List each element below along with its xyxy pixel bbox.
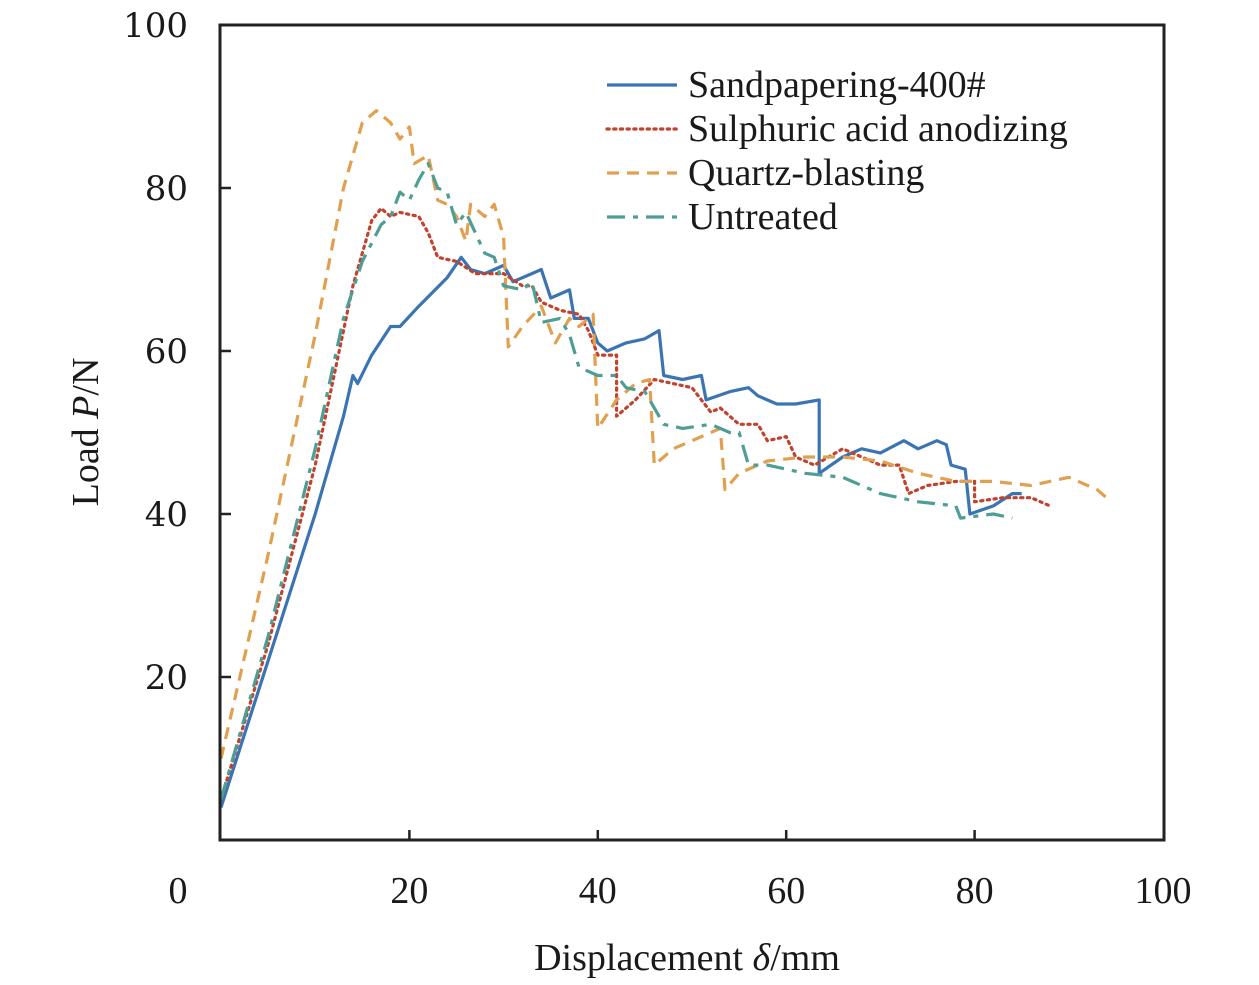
y-tick-label: 40 — [145, 495, 188, 535]
legend-label: Sulphuric acid anodizing — [688, 108, 1068, 150]
legend-item: Untreated — [607, 196, 838, 238]
legend-label: Untreated — [688, 196, 838, 238]
x-tick-label: 0 — [169, 870, 188, 912]
x-tick-label: 40 — [579, 870, 617, 912]
y-tick-label: 20 — [145, 658, 188, 698]
x-tick-label: 80 — [956, 870, 994, 912]
y-tick-label: 60 — [145, 332, 188, 372]
y-tick-label: 100 — [123, 6, 188, 46]
y-axis-title: Load P/N — [65, 358, 107, 507]
legend-label: Quartz-blasting — [688, 152, 924, 194]
y-tick-label: 80 — [145, 169, 188, 209]
series-line-1 — [219, 255, 1022, 808]
series-layer — [219, 109, 1108, 808]
plot-frame — [218, 23, 1166, 842]
x-axis-title: Displacement δ/mm — [534, 937, 840, 979]
legend-item: Quartz-blasting — [607, 152, 924, 194]
x-tick-label: 100 — [1135, 870, 1192, 912]
series-line-3 — [219, 109, 1108, 759]
x-tick-label: 60 — [767, 870, 805, 912]
legend-item: Sandpapering-400# — [607, 64, 986, 106]
legend-item: Sulphuric acid anodizing — [605, 108, 1068, 150]
series-line-2 — [219, 206, 1052, 801]
legend: Sandpapering-400#Sulphuric acid anodizin… — [605, 64, 1068, 238]
x-tick-label: 20 — [390, 870, 428, 912]
ticks-layer: 0 20 40 60 80 100 20 40 60 80 100 — [123, 6, 1191, 912]
legend-label: Sandpapering-400# — [688, 64, 986, 106]
series-line-4 — [219, 162, 1013, 800]
